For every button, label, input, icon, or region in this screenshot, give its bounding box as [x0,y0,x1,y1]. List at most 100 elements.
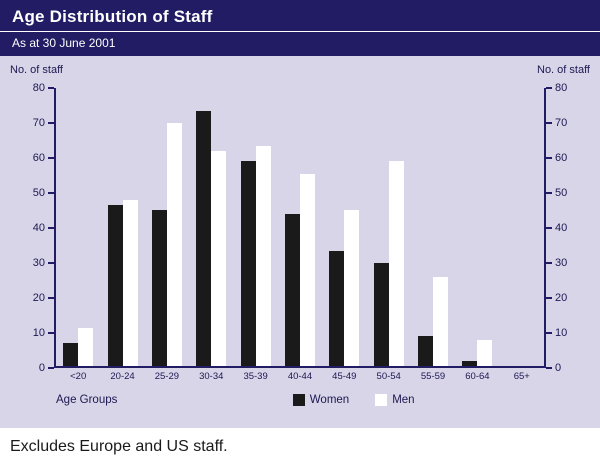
tick-mark [48,192,54,194]
tick-mark [48,297,54,299]
plot-area [54,88,546,368]
bar-group [278,173,322,366]
axis-top-labels: No. of staff No. of staff [10,64,590,80]
bar-men [477,339,493,366]
bar-group [189,110,233,366]
y-tick-label: 20 [555,292,568,304]
bar-men [255,145,271,366]
y-tick: 30 [546,256,567,270]
x-tick-label: 55-59 [420,371,446,382]
legend: Women Men [117,394,590,406]
bar-group [233,145,277,366]
tick-mark [546,297,552,299]
bar-women [151,210,167,366]
bar-group [411,276,455,366]
bar-group [455,339,499,366]
y-tick: 10 [546,326,567,340]
bar-men [388,161,404,366]
y-tick: 70 [546,116,567,130]
x-tick-label: 30-34 [199,371,224,382]
tick-mark [48,262,54,264]
bar-group [145,122,189,366]
bar-men [211,150,227,366]
y-tick: 20 [33,291,54,305]
bar-women [284,213,300,366]
x-tick-label: 20-24 [110,371,135,382]
legend-item-women: Women [292,394,350,406]
x-labels: <20 20-24 25-29 30-34 35-39 40-44 45-49 50-54 55… [10,368,590,386]
header-divider [0,31,600,32]
left-axis-title: No. of staff [10,64,63,76]
y-tick-label: 40 [555,222,568,234]
y-tick-label: 70 [32,117,45,129]
tick-mark [48,122,54,124]
legend-label: Men [392,394,415,406]
y-tick-label: 10 [555,327,568,339]
x-tick-label: 65+ [513,371,530,382]
x-tick-label: 50-54 [376,371,401,382]
y-tick: 50 [546,186,567,200]
x-tick-label: 60-64 [465,371,490,382]
x-tick-label: 25-29 [154,371,180,382]
y-tick-label: 0 [555,362,562,374]
legend-swatch [292,394,305,406]
bar-men [433,276,449,366]
bar-men [299,173,315,366]
x-axis-title: Age Groups [56,394,118,406]
bar-women [418,336,434,366]
y-tick: 70 [33,116,54,130]
tick-mark [546,157,552,159]
legend-label: Women [309,394,350,406]
y-tick: 40 [33,221,54,235]
y-tick-label: 80 [32,82,45,94]
bar-men [344,210,360,366]
y-tick: 0 [546,361,561,375]
y-axis-left: 0 10 20 30 40 50 60 70 80 [10,82,54,374]
plot-row: 0 10 20 30 40 50 60 70 80 0 10 20 30 40 50 60 70 80 [10,82,590,374]
tick-mark [48,332,54,334]
x-tick-label: 40-44 [287,371,313,382]
y-tick-label: 10 [32,327,45,339]
bottom-row: Age Groups Women Men [10,390,590,410]
y-tick-label: 70 [555,117,568,129]
tick-mark [546,227,552,229]
tick-mark [546,262,552,264]
y-tick: 0 [39,361,54,375]
x-tick-label: <20 [70,371,87,382]
tick-mark [48,227,54,229]
y-axis-right: 0 10 20 30 40 50 60 70 80 [546,82,590,374]
y-tick-label: 80 [555,82,568,94]
legend-item-men: Men [375,394,415,406]
bar-women [107,205,123,366]
y-tick-label: 20 [32,292,45,304]
footnote-bar: Excludes Europe and US staff. [0,428,600,465]
bar-men [78,327,94,366]
y-tick-label: 50 [32,187,45,199]
y-tick: 30 [33,256,54,270]
bar-group [367,161,411,366]
tick-mark [48,367,54,369]
tick-mark [546,367,552,369]
footnote: Excludes Europe and US staff. [10,437,228,455]
bar-men [122,199,138,366]
y-tick: 20 [546,291,567,305]
bar-women [462,360,478,366]
tick-mark [48,87,54,89]
bar-group [56,327,100,366]
bars [56,88,544,366]
y-tick-label: 50 [555,187,568,199]
tick-mark [48,157,54,159]
legend-swatch [375,394,388,406]
y-tick-label: 40 [32,222,45,234]
bar-women [196,110,212,366]
bar-group [100,199,144,366]
y-tick: 60 [546,151,567,165]
x-tick-label: 35-39 [243,371,268,382]
bar-group [322,210,366,366]
right-axis-title: No. of staff [537,64,590,76]
y-tick: 40 [546,221,567,235]
bar-women [240,161,256,366]
tick-mark [546,332,552,334]
x-tick-label: 45-49 [332,371,357,382]
